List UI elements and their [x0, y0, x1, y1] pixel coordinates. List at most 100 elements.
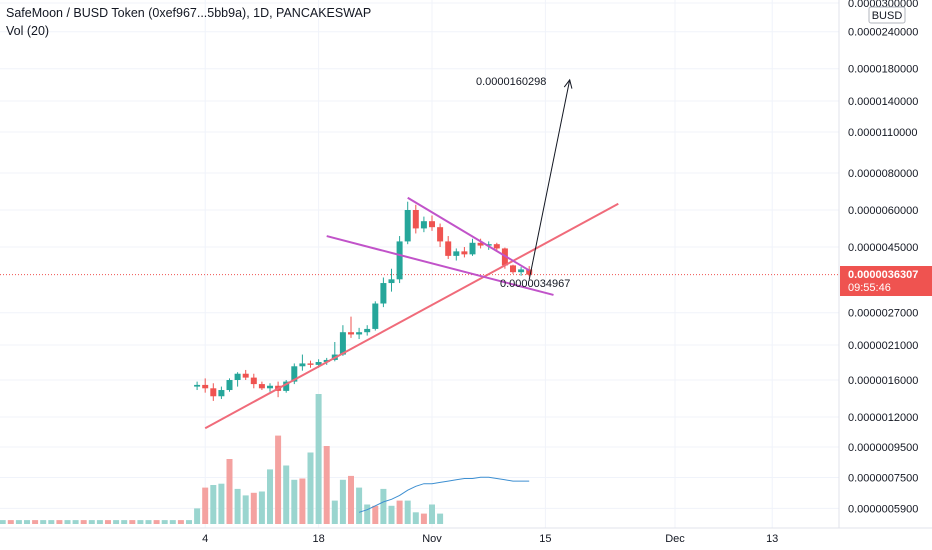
candle [218, 386, 225, 400]
volume-bar [64, 520, 71, 524]
time-axis[interactable]: 4 18 Nov 15 Dec 13 [0, 527, 932, 545]
candle [510, 264, 516, 274]
candle [404, 201, 411, 245]
volume-bar [388, 505, 395, 524]
volume-bar [258, 491, 265, 524]
price-tick-label: 0.0000045000 [848, 242, 918, 254]
volume-bar [437, 513, 444, 524]
time-tick-label: 13 [766, 533, 778, 545]
volume-bar [210, 485, 217, 524]
candle [258, 381, 265, 391]
volume-ma-line [358, 476, 530, 513]
volume-bar [40, 520, 47, 524]
candle [348, 316, 354, 338]
price-tick-label: 0.0000012000 [848, 412, 918, 424]
price-tick-label: 0.0000027000 [848, 308, 918, 320]
volume-bar [250, 492, 257, 524]
volume-bar [412, 512, 419, 524]
wedge-upper-line[interactable] [407, 196, 530, 272]
time-tick-label: 15 [539, 533, 551, 545]
volume-bar [429, 504, 435, 524]
volume-bar [234, 488, 241, 524]
candle [469, 238, 476, 256]
candle [461, 247, 468, 258]
price-tick-label: 0.0000240000 [848, 27, 918, 39]
candlesticks [194, 201, 533, 401]
volume-bar [283, 465, 290, 524]
current-price-value: 0.0000036307 [848, 269, 918, 281]
volume-bar [56, 520, 63, 524]
volume-bar [0, 520, 6, 524]
candle [202, 378, 209, 393]
candle [412, 204, 419, 234]
volume-bar [113, 520, 120, 524]
countdown-timer: 09:55:46 [848, 282, 891, 294]
volume-bar [404, 500, 411, 524]
candle [445, 236, 452, 259]
candle [420, 216, 427, 233]
price-tick-label: 0.0000060000 [848, 205, 918, 217]
volume-bar [307, 452, 314, 524]
breakout-price-label: 0.0000034967 [500, 278, 570, 290]
candle [364, 325, 371, 336]
volume-bar [315, 394, 322, 524]
volume-bar [291, 479, 298, 524]
volume-bar [153, 520, 160, 524]
time-tick-label: Nov [422, 533, 442, 545]
volume-bar [24, 520, 30, 524]
volume-bar [356, 487, 363, 524]
volume-bar [186, 520, 192, 524]
volume-bar [48, 520, 55, 524]
candle [518, 267, 525, 276]
volume-bar [32, 520, 39, 524]
currency-badge-label: BUSD [872, 10, 903, 22]
volume-bar [331, 500, 338, 524]
volume-bar [275, 435, 282, 524]
volume-bar [15, 520, 22, 524]
current-price-badge: 0.0000036307 09:55:46 [840, 266, 932, 296]
volume-bar [420, 513, 427, 524]
candle [429, 215, 435, 231]
volume-bar [323, 446, 330, 524]
wedge-lower-line[interactable] [326, 235, 554, 296]
drawings [204, 78, 619, 430]
grid [0, 0, 839, 528]
time-tick-label: 18 [312, 533, 324, 545]
candle [396, 236, 403, 284]
candle [453, 248, 460, 261]
candle [267, 383, 273, 392]
price-axis[interactable]: 0.0000300000 0.0000240000 0.0000180000 0.00… [838, 0, 918, 528]
candle [307, 360, 314, 368]
volume-bar [72, 520, 79, 524]
target-price-label: 0.0000160298 [476, 76, 546, 88]
volume-bar [169, 520, 176, 524]
volume-bar [202, 487, 209, 524]
candle [210, 383, 217, 401]
candle [299, 354, 306, 371]
volume-bar [137, 520, 144, 524]
price-tick-label: 0.0000180000 [848, 64, 918, 76]
currency-badge[interactable]: BUSD [868, 6, 906, 24]
volume-bar [177, 520, 184, 524]
volume-bar [105, 520, 111, 524]
support-trendline[interactable] [204, 202, 619, 430]
symbol-title[interactable]: SafeMoon / BUSD Token (0xef967...5bb9a),… [6, 6, 372, 20]
volume-bar [226, 459, 233, 524]
projection-arrow[interactable] [528, 79, 571, 280]
candle [242, 369, 249, 380]
volume-bar [218, 483, 225, 524]
volume-bar [396, 500, 403, 524]
candle [250, 373, 257, 389]
price-tick-label: 0.0000110000 [848, 127, 918, 139]
volume-bar [96, 520, 103, 524]
candle [339, 325, 346, 356]
candle [372, 301, 379, 331]
volume-bar [242, 495, 249, 524]
volume-bar [129, 520, 136, 524]
volume-bar [121, 520, 128, 524]
price-tick-label: 0.0000080000 [848, 168, 918, 180]
candle [283, 380, 290, 393]
candle [234, 372, 241, 387]
volume-indicator-label[interactable]: Vol (20) [6, 24, 50, 38]
